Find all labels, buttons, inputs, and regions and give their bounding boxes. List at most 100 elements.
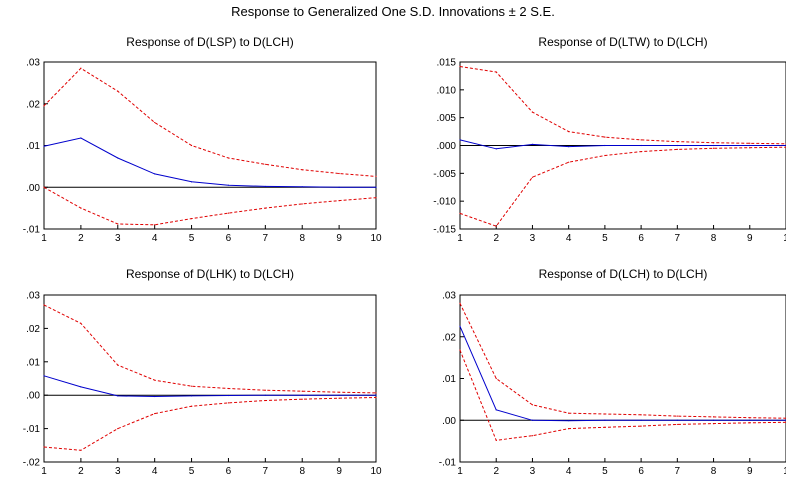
panel-3-title: Response of D(LHK) to D(LCH) xyxy=(126,267,294,281)
panel-4-x-tick-label: 4 xyxy=(566,466,572,477)
panel-3-upper-point xyxy=(43,304,45,306)
panel-2-lower-point xyxy=(568,161,570,163)
panel-2-upper-line xyxy=(459,66,786,145)
panel-3-upper-line xyxy=(43,304,377,394)
panel-1-x-tick-label: 6 xyxy=(226,233,232,244)
panel-3-lower-point xyxy=(338,397,340,399)
panel-1-lower-point xyxy=(190,217,193,220)
panel-4-upper-point xyxy=(459,302,461,304)
panel-2-upper-point xyxy=(676,141,678,143)
panel-2-y-tick-label: .005 xyxy=(437,113,457,124)
panel-1-upper-point xyxy=(227,157,230,159)
panel-2-upper-point xyxy=(459,65,461,68)
panel-3-y-tick-label: -.02 xyxy=(23,458,41,469)
panel-1-upper-point xyxy=(43,105,45,107)
panel-4-x-tick-label: 5 xyxy=(602,466,608,477)
panel-1-y-tick-label: .01 xyxy=(26,141,40,152)
panel-2-y-tick-label: -.015 xyxy=(433,225,456,236)
panel-1-title: Response of D(LSP) to D(LCH) xyxy=(126,35,293,49)
panel-1-upper-point xyxy=(190,144,193,147)
panel-2-x-tick-label: 9 xyxy=(747,233,753,244)
panel-4-response-point xyxy=(604,419,606,421)
panel-3-response-point xyxy=(190,395,193,397)
panel-4-y-tick-label: .03 xyxy=(442,291,456,302)
panel-2-response-point xyxy=(568,146,570,148)
panel-1-upper-point xyxy=(338,172,340,175)
panel-1-lower-point xyxy=(301,203,303,205)
panel-2-x-tick-label: 6 xyxy=(638,233,644,244)
panel-1-upper-point xyxy=(301,169,303,171)
panel-3-lower-point xyxy=(43,446,45,448)
panel-2-lower-point xyxy=(676,148,678,150)
panel-2-x-tick-label: 2 xyxy=(493,233,499,244)
panel-1-x-tick-label: 1 xyxy=(41,233,47,244)
panel-4-upper-point xyxy=(531,404,534,406)
panel-4-lower-point xyxy=(459,349,461,351)
panel-2-response-point xyxy=(712,144,715,147)
panel-1-response-line xyxy=(43,137,376,188)
panel-2-y-tick-label: -.010 xyxy=(433,197,456,208)
panel-3-lower-point xyxy=(375,396,377,399)
panel-1-x-tick-label: 8 xyxy=(299,233,305,244)
panel-4-upper-point xyxy=(640,414,642,416)
panel-4-upper-point xyxy=(676,415,678,417)
panel-1-response-point xyxy=(190,181,193,183)
panel-1-response-point xyxy=(117,157,119,159)
panel-3-lower-point xyxy=(264,399,266,402)
panel-2-lower-line xyxy=(459,146,786,227)
panel-3-frame xyxy=(43,294,377,463)
panel-2-upper-point xyxy=(495,71,497,73)
panel-4-upper-line xyxy=(459,303,786,419)
panel-2-response-point xyxy=(604,144,606,147)
panel-2-lower-point xyxy=(604,154,606,157)
panel-4-response-line xyxy=(459,326,786,422)
panel-4-x-tick-label: 2 xyxy=(493,466,499,477)
panel-3-response-point xyxy=(301,394,303,396)
panel-2-upper-point xyxy=(640,139,642,141)
panel-3-response-point xyxy=(117,395,119,397)
panel-3-x-tick-label: 6 xyxy=(226,466,232,477)
panel-3-upper-point xyxy=(227,387,230,390)
panel-1-y-tick-label: .00 xyxy=(26,183,40,194)
figure-title: Response to Generalized One S.D. Innovat… xyxy=(231,4,555,19)
panel-1-y-tick-label: .02 xyxy=(26,99,40,110)
panel-4-response-point xyxy=(676,419,678,421)
panel-3-upper-point xyxy=(301,390,303,392)
panel-1-upper-line xyxy=(43,67,377,177)
panel-4-lower-point xyxy=(568,428,570,430)
panel-3-y-tick-label: .02 xyxy=(26,324,40,335)
panel-3-x-tick-label: 8 xyxy=(299,466,305,477)
panel-4-y-tick-label: -.01 xyxy=(439,458,457,469)
panel-2-title: Response of D(LTW) to D(LCH) xyxy=(538,35,707,49)
panel-4-upper-point xyxy=(749,417,751,419)
panel-3-lower-point xyxy=(154,412,156,415)
panel-4-upper-point xyxy=(604,413,606,415)
panel-2-y-tick-label: .010 xyxy=(437,85,457,96)
panel-3-upper-point xyxy=(117,364,119,366)
panel-3-y-tick-label: .03 xyxy=(26,291,40,302)
panel-4-upper-point xyxy=(495,377,497,380)
panel-1-response-point xyxy=(264,185,266,188)
panel-1-x-tick-label: 4 xyxy=(152,233,158,244)
panel-4-y-tick-label: .01 xyxy=(442,374,456,385)
panel-4-x-tick-label: 8 xyxy=(711,466,717,477)
panel-3-response-point xyxy=(338,394,340,396)
panel-2-lower-point xyxy=(712,147,715,149)
panel-1-upper-point xyxy=(375,175,377,177)
panel-3-y-tick-label: .00 xyxy=(26,391,40,402)
panel-2-y-tick-label: .000 xyxy=(437,141,457,152)
panel-4-lower-point xyxy=(712,422,715,425)
panel-3-upper-point xyxy=(264,389,266,391)
panel-1-response-point xyxy=(338,186,340,188)
panel-3-lower-point xyxy=(227,402,230,404)
panel-1-lower-point xyxy=(264,207,266,209)
panel-4-lower-point xyxy=(640,425,642,427)
panel-2-upper-point xyxy=(604,136,606,138)
panel-1-y-tick-label: .03 xyxy=(26,58,40,69)
panel-2-response-point xyxy=(676,144,678,147)
panel-3-x-tick-label: 7 xyxy=(263,466,269,477)
panel-1-upper-point xyxy=(264,163,266,165)
panel-3-response-point xyxy=(43,375,45,377)
panel-1-upper-point xyxy=(117,90,119,92)
panel-4-lower-point xyxy=(604,426,606,428)
